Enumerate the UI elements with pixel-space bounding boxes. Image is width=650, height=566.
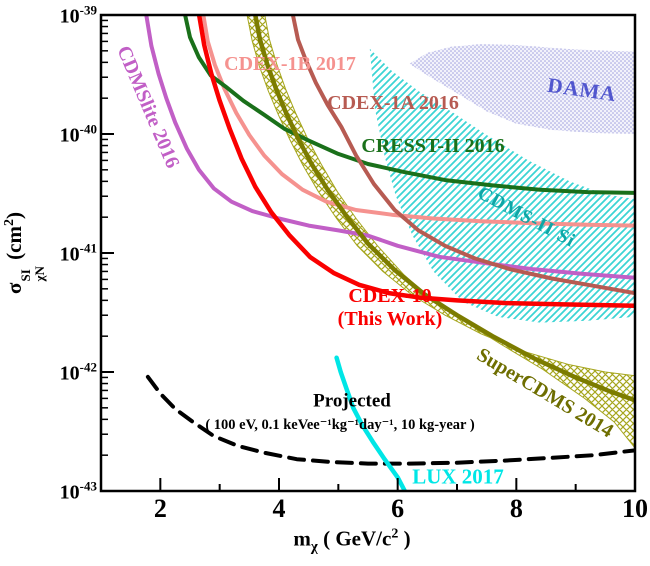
x-tick-label: 6	[391, 494, 405, 523]
label-cdex-10-this-work: CDEX-10 (This Work)	[338, 285, 443, 331]
y-axis-title-close: )	[1, 212, 26, 220]
label-cresst-ii-2016: CRESST-II 2016	[361, 135, 505, 157]
x-axis-title-sub: χ	[310, 538, 318, 555]
label-projected-parameters: ( 100 eV, 0.1 keVee⁻¹kg⁻¹day⁻¹, 10 kg-ye…	[205, 417, 475, 434]
x-tick-label: 10	[622, 494, 648, 523]
region-dama	[409, 44, 635, 134]
x-axis-title-unit: ( GeV/c	[317, 526, 392, 551]
x-axis-title-base: m	[293, 526, 311, 551]
y-tick-label: 10-42	[59, 359, 97, 385]
y-axis-title-base: σ	[1, 282, 26, 294]
curve-cdex-1a-2016	[290, 15, 635, 296]
y-axis-title-sup: SI	[17, 269, 33, 282]
label-lux-2017: LUX 2017	[412, 464, 504, 489]
y-tick-label: 10-40	[59, 121, 97, 147]
x-tick-label: 8	[509, 494, 523, 523]
x-axis-title-close: )	[398, 526, 411, 551]
y-tick-label: 10-41	[59, 240, 97, 266]
plot-area	[144, 15, 635, 491]
curve-cdex-10	[196, 15, 635, 309]
curve-projected	[145, 374, 635, 466]
x-axis-title-sup: 2	[391, 526, 399, 542]
label-cdex-1b-2017: CDEX-1B 2017	[224, 53, 356, 75]
label-cdex-10-line1: CDEX-10	[348, 285, 432, 307]
curve-cdmslite-2016	[144, 15, 635, 280]
curve-supercdms-2014	[252, 15, 635, 403]
curve-cresst-ii-2016	[183, 15, 635, 195]
y-axis-title-sub: χN	[31, 266, 47, 282]
label-cdex-10-line2: (This Work)	[337, 308, 443, 330]
curve-lux-2017	[334, 355, 408, 491]
y-axis-title-subsup: SI χN	[17, 266, 47, 282]
y-tick-label: 10-39	[59, 2, 97, 28]
x-axis-title: mχ ( GeV/c2 )	[293, 527, 410, 556]
label-cdex-1a-2016: CDEX-1A 2016	[327, 92, 459, 114]
y-axis-title-unit-sup: 2	[1, 219, 17, 227]
x-tick-label: 2	[153, 494, 167, 523]
x-tick-label: 4	[272, 494, 286, 523]
label-projected: Projected	[313, 390, 391, 412]
y-tick-label: 10-43	[59, 478, 97, 504]
